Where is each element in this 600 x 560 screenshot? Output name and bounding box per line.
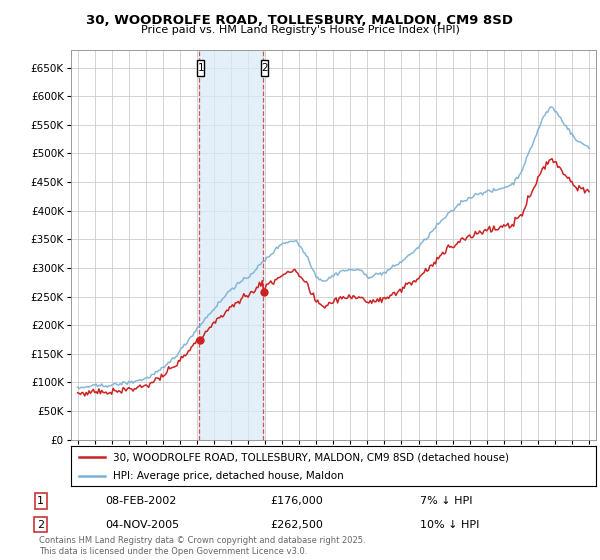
Text: 7% ↓ HPI: 7% ↓ HPI	[420, 496, 473, 506]
Text: 10% ↓ HPI: 10% ↓ HPI	[420, 520, 479, 530]
Bar	[199, 50, 263, 440]
Text: 1: 1	[37, 496, 44, 506]
Text: 1: 1	[197, 63, 204, 73]
FancyBboxPatch shape	[261, 60, 268, 76]
Text: 30, WOODROLFE ROAD, TOLLESBURY, MALDON, CM9 8SD (detached house): 30, WOODROLFE ROAD, TOLLESBURY, MALDON, …	[113, 452, 509, 462]
Text: 30, WOODROLFE ROAD, TOLLESBURY, MALDON, CM9 8SD: 30, WOODROLFE ROAD, TOLLESBURY, MALDON, …	[86, 14, 514, 27]
Text: £262,500: £262,500	[270, 520, 323, 530]
Text: 2: 2	[261, 63, 268, 73]
Text: 04-NOV-2005: 04-NOV-2005	[105, 520, 179, 530]
Text: 2: 2	[37, 520, 44, 530]
FancyBboxPatch shape	[197, 60, 204, 76]
Text: 08-FEB-2002: 08-FEB-2002	[105, 496, 176, 506]
Text: £176,000: £176,000	[270, 496, 323, 506]
Text: HPI: Average price, detached house, Maldon: HPI: Average price, detached house, Mald…	[113, 471, 344, 481]
Text: Contains HM Land Registry data © Crown copyright and database right 2025.
This d: Contains HM Land Registry data © Crown c…	[39, 536, 365, 556]
Text: Price paid vs. HM Land Registry's House Price Index (HPI): Price paid vs. HM Land Registry's House …	[140, 25, 460, 35]
